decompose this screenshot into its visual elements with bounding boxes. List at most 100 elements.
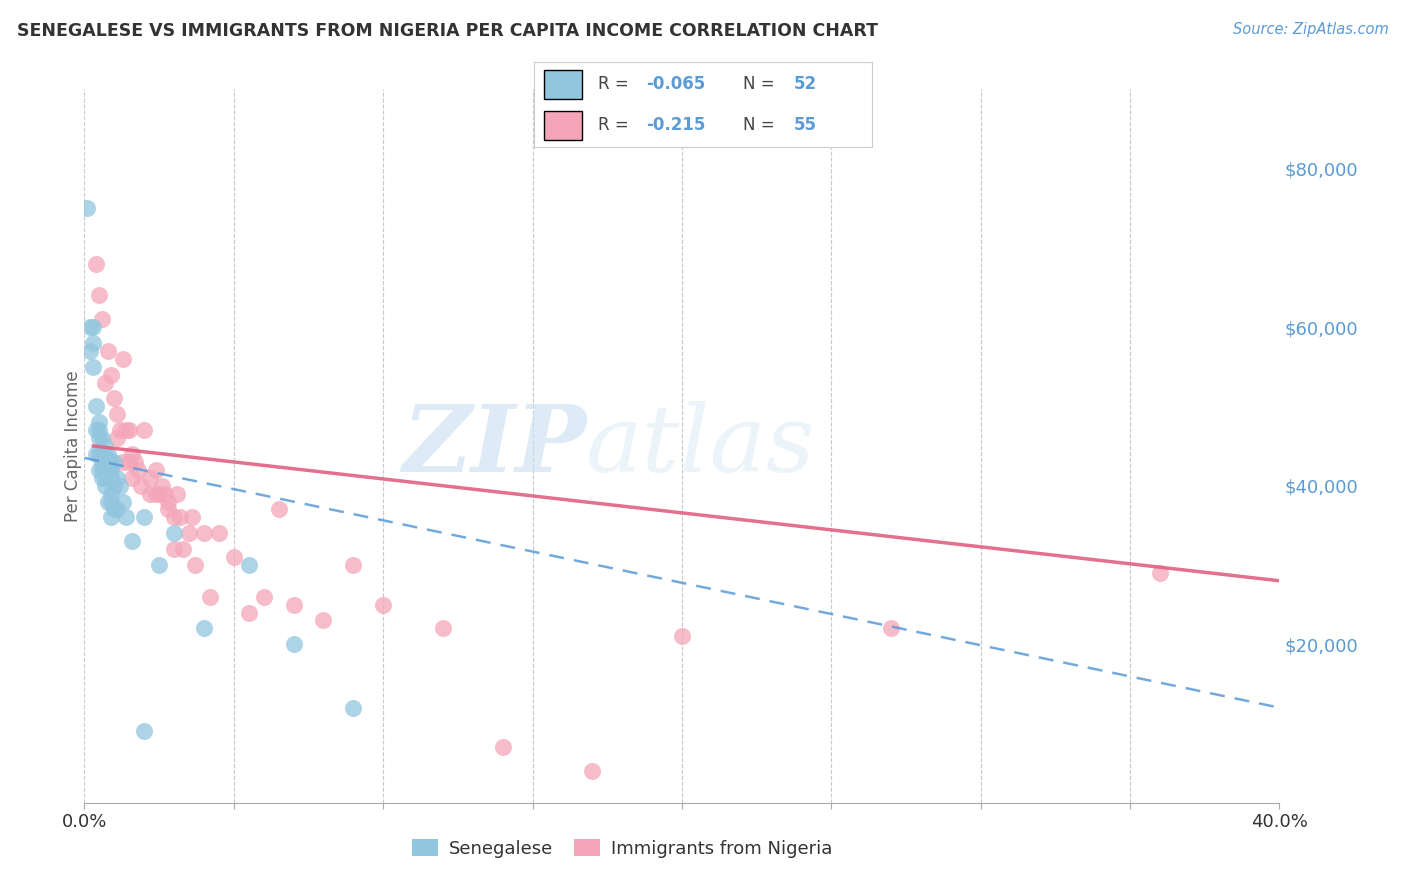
Point bbox=[127, 463, 149, 477]
Point bbox=[115, 510, 138, 524]
Point bbox=[89, 415, 111, 429]
Point bbox=[91, 431, 114, 445]
Point bbox=[166, 486, 188, 500]
Point bbox=[100, 463, 122, 477]
Point bbox=[163, 510, 186, 524]
Point bbox=[118, 423, 141, 437]
Point bbox=[198, 590, 221, 604]
Point bbox=[181, 510, 204, 524]
Text: -0.215: -0.215 bbox=[645, 116, 704, 134]
Point bbox=[110, 423, 132, 437]
Point bbox=[163, 542, 186, 557]
Point bbox=[1149, 566, 1171, 580]
Point bbox=[145, 463, 167, 477]
Point bbox=[97, 494, 120, 508]
Point bbox=[91, 447, 114, 461]
Point bbox=[267, 502, 290, 516]
Point bbox=[79, 320, 101, 334]
Point bbox=[124, 455, 146, 469]
Point bbox=[132, 724, 156, 739]
Point bbox=[97, 447, 120, 461]
Point bbox=[283, 598, 305, 612]
Text: N =: N = bbox=[744, 116, 780, 134]
Point bbox=[432, 621, 454, 635]
Point bbox=[148, 558, 170, 572]
Point bbox=[89, 463, 111, 477]
Point bbox=[86, 257, 108, 271]
Point bbox=[880, 621, 903, 635]
Point bbox=[105, 471, 128, 485]
Point bbox=[86, 447, 108, 461]
Point bbox=[184, 558, 207, 572]
Point bbox=[118, 455, 141, 469]
Legend: Senegalese, Immigrants from Nigeria: Senegalese, Immigrants from Nigeria bbox=[405, 832, 839, 865]
Point bbox=[169, 510, 191, 524]
Point bbox=[115, 423, 138, 437]
Point bbox=[100, 368, 122, 382]
Point bbox=[145, 486, 167, 500]
Point bbox=[112, 455, 135, 469]
Text: R =: R = bbox=[599, 116, 634, 134]
Point bbox=[238, 606, 260, 620]
Point bbox=[86, 400, 108, 414]
Point bbox=[82, 335, 104, 350]
Point bbox=[105, 407, 128, 421]
Point bbox=[112, 494, 135, 508]
Point bbox=[129, 478, 152, 492]
Point bbox=[91, 463, 114, 477]
Point bbox=[121, 534, 143, 549]
Point bbox=[100, 494, 122, 508]
Point bbox=[172, 542, 194, 557]
Point bbox=[89, 431, 111, 445]
Point bbox=[103, 478, 125, 492]
Point bbox=[153, 486, 176, 500]
Point bbox=[82, 359, 104, 374]
Text: ZIP: ZIP bbox=[402, 401, 586, 491]
Point bbox=[148, 486, 170, 500]
Point bbox=[581, 764, 603, 778]
Point bbox=[94, 447, 117, 461]
FancyBboxPatch shape bbox=[544, 70, 582, 99]
Point bbox=[193, 621, 215, 635]
Point bbox=[139, 486, 162, 500]
Text: R =: R = bbox=[599, 76, 634, 94]
Point bbox=[342, 558, 364, 572]
Point bbox=[82, 320, 104, 334]
Point bbox=[100, 455, 122, 469]
Point bbox=[121, 471, 143, 485]
Point bbox=[492, 740, 515, 755]
Point bbox=[94, 455, 117, 469]
Point bbox=[103, 502, 125, 516]
Point bbox=[121, 447, 143, 461]
Point bbox=[86, 423, 108, 437]
Point bbox=[89, 288, 111, 302]
Point bbox=[91, 312, 114, 326]
Point bbox=[97, 463, 120, 477]
Text: atlas: atlas bbox=[586, 401, 815, 491]
Point bbox=[312, 614, 335, 628]
Y-axis label: Per Capita Income: Per Capita Income bbox=[65, 370, 82, 522]
Point bbox=[208, 526, 231, 541]
Point bbox=[342, 700, 364, 714]
Point bbox=[100, 486, 122, 500]
Point bbox=[105, 431, 128, 445]
Point bbox=[112, 351, 135, 366]
Point bbox=[110, 478, 132, 492]
Point bbox=[253, 590, 276, 604]
Point bbox=[177, 526, 200, 541]
Text: Source: ZipAtlas.com: Source: ZipAtlas.com bbox=[1233, 22, 1389, 37]
Point bbox=[163, 526, 186, 541]
Point bbox=[94, 478, 117, 492]
Point bbox=[91, 471, 114, 485]
Point bbox=[97, 455, 120, 469]
Point bbox=[150, 478, 173, 492]
Point bbox=[100, 510, 122, 524]
Point bbox=[193, 526, 215, 541]
Point bbox=[139, 471, 162, 485]
Point bbox=[94, 439, 117, 453]
Point bbox=[671, 629, 693, 643]
Point bbox=[76, 201, 98, 215]
Point bbox=[222, 549, 245, 564]
Text: 55: 55 bbox=[794, 116, 817, 134]
Point bbox=[97, 343, 120, 358]
